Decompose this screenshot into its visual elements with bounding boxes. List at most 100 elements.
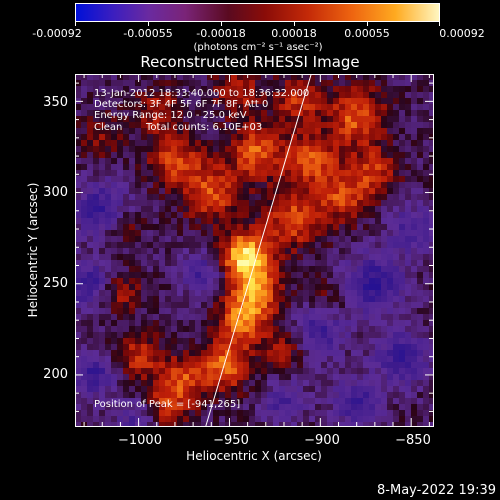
image-pixel [309, 152, 315, 158]
image-pixel [219, 176, 225, 182]
image-pixel [405, 338, 411, 344]
image-pixel [141, 236, 147, 242]
image-pixel [399, 122, 405, 128]
image-pixel [429, 164, 433, 170]
image-pixel [99, 164, 105, 170]
image-pixel [207, 296, 213, 302]
image-pixel [213, 134, 219, 140]
image-pixel [99, 140, 105, 146]
image-pixel [141, 374, 147, 380]
image-pixel [321, 74, 327, 80]
image-pixel [429, 200, 433, 206]
image-pixel [213, 74, 219, 80]
image-pixel [345, 350, 351, 356]
image-pixel [165, 302, 171, 308]
image-pixel [363, 350, 369, 356]
image-pixel [177, 308, 183, 314]
image-pixel [345, 224, 351, 230]
image-pixel [429, 152, 433, 158]
image-pixel [177, 422, 183, 426]
image-pixel [381, 266, 387, 272]
image-pixel [159, 380, 165, 386]
image-pixel [249, 98, 255, 104]
image-pixel [333, 152, 339, 158]
image-pixel [189, 362, 195, 368]
image-pixel [315, 266, 321, 272]
image-pixel [393, 350, 399, 356]
image-pixel [327, 278, 333, 284]
image-pixel [369, 368, 375, 374]
image-pixel [105, 170, 111, 176]
image-pixel [261, 338, 267, 344]
image-pixel [285, 194, 291, 200]
image-pixel [345, 380, 351, 386]
image-pixel [129, 212, 135, 218]
image-pixel [399, 332, 405, 338]
image-pixel [417, 320, 423, 326]
image-pixel [189, 296, 195, 302]
image-pixel [261, 344, 267, 350]
image-pixel [321, 188, 327, 194]
image-pixel [405, 260, 411, 266]
image-pixel [201, 86, 207, 92]
image-pixel [87, 158, 93, 164]
image-pixel [417, 398, 423, 404]
image-pixel [147, 374, 153, 380]
image-pixel [381, 392, 387, 398]
image-pixel [123, 326, 129, 332]
image-pixel [183, 98, 189, 104]
image-pixel [111, 236, 117, 242]
image-pixel [177, 314, 183, 320]
image-pixel [357, 236, 363, 242]
image-pixel [93, 200, 99, 206]
image-pixel [375, 422, 381, 426]
image-pixel [159, 128, 165, 134]
image-pixel [303, 134, 309, 140]
image-pixel [345, 182, 351, 188]
image-pixel [195, 206, 201, 212]
image-pixel [315, 350, 321, 356]
image-pixel [87, 230, 93, 236]
image-pixel [93, 248, 99, 254]
image-pixel [363, 296, 369, 302]
image-pixel [177, 380, 183, 386]
image-pixel [417, 146, 423, 152]
image-pixel [261, 128, 267, 134]
image-pixel [387, 392, 393, 398]
image-pixel [279, 176, 285, 182]
image-pixel [153, 74, 159, 80]
image-pixel [357, 422, 363, 426]
image-pixel [285, 386, 291, 392]
image-pixel [333, 344, 339, 350]
image-pixel [201, 80, 207, 86]
image-pixel [243, 254, 249, 260]
image-pixel [135, 194, 141, 200]
image-pixel [273, 422, 279, 426]
image-pixel [291, 98, 297, 104]
image-pixel [375, 308, 381, 314]
image-pixel [285, 110, 291, 116]
image-pixel [153, 332, 159, 338]
image-pixel [207, 92, 213, 98]
image-pixel [81, 386, 87, 392]
image-pixel [399, 290, 405, 296]
image-pixel [123, 218, 129, 224]
image-pixel [291, 362, 297, 368]
image-pixel [171, 122, 177, 128]
image-pixel [237, 182, 243, 188]
image-pixel [411, 242, 417, 248]
image-pixel [333, 140, 339, 146]
image-pixel [213, 188, 219, 194]
image-pixel [195, 164, 201, 170]
image-pixel [237, 368, 243, 374]
image-pixel [93, 194, 99, 200]
image-pixel [249, 80, 255, 86]
image-pixel [117, 356, 123, 362]
image-pixel [177, 158, 183, 164]
image-pixel [135, 92, 141, 98]
image-pixel [177, 320, 183, 326]
image-pixel [93, 116, 99, 122]
image-pixel [375, 368, 381, 374]
image-pixel [369, 242, 375, 248]
